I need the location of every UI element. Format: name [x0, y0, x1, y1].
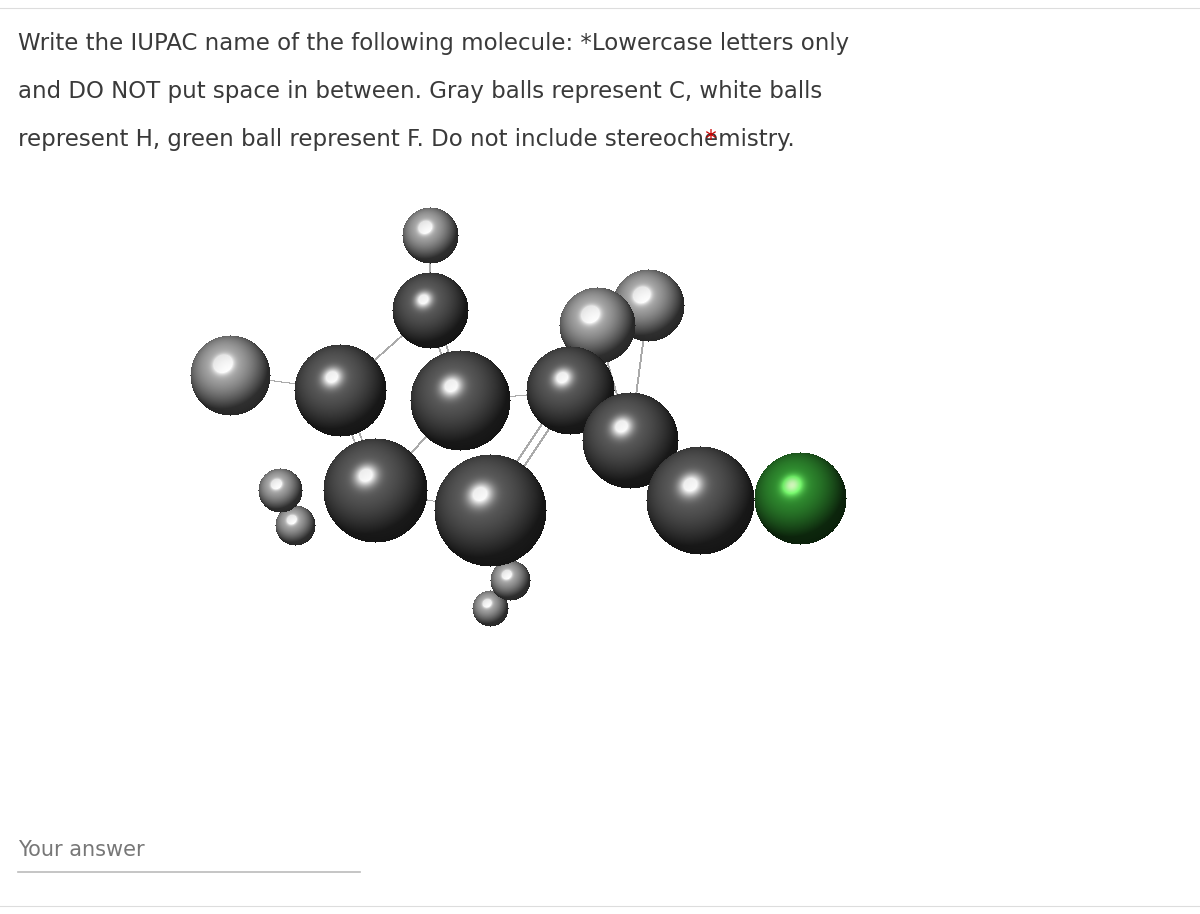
Text: represent H, green ball represent F. Do not include stereochemistry.: represent H, green ball represent F. Do … — [18, 128, 794, 151]
Text: *: * — [698, 128, 716, 151]
Text: Write the IUPAC name of the following molecule: *Lowercase letters only: Write the IUPAC name of the following mo… — [18, 32, 850, 55]
Text: and DO NOT put space in between. Gray balls represent C, white balls: and DO NOT put space in between. Gray ba… — [18, 80, 822, 103]
Text: Your answer: Your answer — [18, 840, 145, 860]
